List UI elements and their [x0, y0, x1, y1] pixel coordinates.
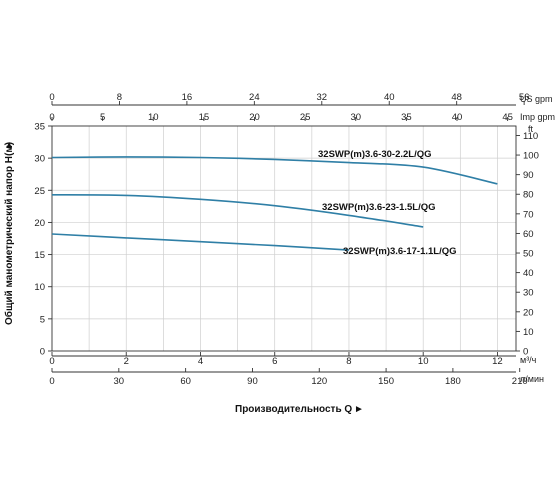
us-gpm-tick-label: 24 — [249, 92, 260, 103]
imp-gpm-tick-label: 30 — [350, 112, 361, 123]
us-gpm-tick-label: 8 — [117, 92, 122, 103]
ft-tick-label: 10 — [523, 327, 534, 338]
us-gpm-tick-label: 32 — [316, 92, 327, 103]
curve-2 — [51, 194, 424, 228]
lmin-tick-label: 60 — [180, 376, 191, 387]
us-gpm-tick-label: 40 — [384, 92, 395, 103]
y-axis-arrow: ► — [4, 140, 15, 150]
lmin-tick-label: 120 — [311, 376, 327, 387]
tick-labels: 0510152025303501020304050607080901001100… — [34, 92, 538, 387]
lmin-tick-label: 180 — [445, 376, 461, 387]
m3h-tick-label: 6 — [272, 356, 277, 367]
imp-gpm-tick-label: 15 — [199, 112, 210, 123]
imp-gpm-tick-label: 25 — [300, 112, 311, 123]
y-tick-label: 20 — [34, 218, 45, 229]
grid-lines — [52, 126, 516, 351]
m3h-tick-label: 8 — [346, 356, 351, 367]
x-axis-title: Производительность Q — [235, 404, 352, 415]
m3h-tick-label: 4 — [198, 356, 203, 367]
m3h-tick-label: 0 — [49, 356, 54, 367]
ft-tick-label: 100 — [523, 151, 539, 162]
ft-tick-label: 50 — [523, 249, 534, 260]
ft-tick-label: 80 — [523, 190, 534, 201]
x-axis-arrow: ► — [354, 404, 364, 415]
us-gpm-unit: US gpm — [520, 94, 553, 104]
lmin-tick-label: 30 — [114, 376, 125, 387]
lmin-tick-label: 150 — [378, 376, 394, 387]
lmin-unit: л/мин — [520, 374, 544, 384]
us-gpm-tick-label: 56 — [519, 92, 530, 103]
series-label-3: 32SWP(m)3.6-17-1.1L/QG — [343, 246, 457, 257]
y-tick-label: 15 — [34, 250, 45, 261]
m3h-tick-label: 10 — [418, 356, 429, 367]
lmin-tick-label: 210 — [512, 376, 528, 387]
imp-gpm-unit: Imp gpm — [520, 112, 555, 122]
imp-gpm-tick-label: 0 — [49, 112, 54, 123]
lmin-tick-label: 0 — [49, 376, 54, 387]
y-tick-label: 30 — [34, 154, 45, 165]
ft-tick-label: 20 — [523, 307, 534, 318]
plot-frame — [51, 125, 517, 352]
series-label-2: 32SWP(m)3.6-23-1.5L/QG — [322, 202, 436, 213]
m3h-tick-label: 12 — [492, 356, 503, 367]
imp-gpm-tick-label: 20 — [249, 112, 260, 123]
imp-gpm-tick-label: 10 — [148, 112, 159, 123]
us-gpm-tick-label: 16 — [182, 92, 193, 103]
lmin-tick-label: 90 — [247, 376, 258, 387]
y-tick-label: 5 — [40, 314, 45, 325]
imp-gpm-tick-label: 35 — [401, 112, 412, 123]
m3h-unit: м³/ч — [520, 355, 537, 365]
axes — [48, 101, 525, 373]
us-gpm-tick-label: 0 — [49, 92, 54, 103]
y-tick-label: 0 — [40, 347, 45, 358]
imp-gpm-tick-label: 40 — [452, 112, 463, 123]
y-tick-label: 10 — [34, 282, 45, 293]
ft-tick-label: 60 — [523, 229, 534, 240]
y-tick-label: 35 — [34, 122, 45, 133]
imp-gpm-tick-label: 5 — [100, 112, 105, 123]
ft-tick-label: 0 — [523, 347, 528, 358]
ft-unit: ft — [528, 124, 534, 134]
ft-tick-label: 30 — [523, 288, 534, 299]
series-label-1: 32SWP(m)3.6-30-2.2L/QG — [318, 149, 432, 160]
us-gpm-tick-label: 48 — [451, 92, 462, 103]
curve-3 — [51, 233, 350, 251]
ft-tick-label: 110 — [523, 131, 538, 142]
y-axis-title: Общий манометрический напор H(м) — [3, 142, 15, 325]
ft-tick-label: 70 — [523, 209, 534, 220]
curve-1 — [51, 156, 498, 185]
imp-gpm-tick-label: 45 — [502, 112, 513, 123]
performance-curves — [51, 156, 498, 251]
m3h-tick-label: 2 — [124, 356, 129, 367]
y-tick-label: 25 — [34, 186, 45, 197]
ft-tick-label: 40 — [523, 268, 534, 279]
ft-tick-label: 90 — [523, 170, 534, 181]
